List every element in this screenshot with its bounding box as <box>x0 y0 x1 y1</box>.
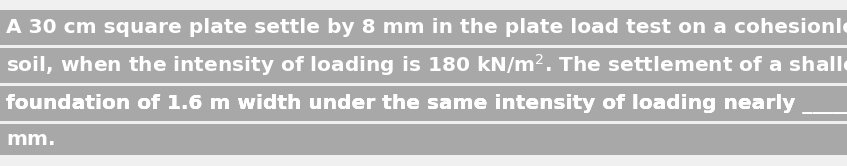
Text: A 30 cm square plate settle by 8 mm in the plate load test on a cohesionless: A 30 cm square plate settle by 8 mm in t… <box>6 18 847 37</box>
Text: foundation of 1.6 m width under the same intensity of loading nearly _________: foundation of 1.6 m width under the same… <box>6 93 847 114</box>
Bar <box>0 10 847 45</box>
Bar <box>0 86 847 121</box>
Text: foundation of 1.6 m width under the same intensity of loading nearly: foundation of 1.6 m width under the same… <box>6 94 802 113</box>
Bar <box>0 86 847 121</box>
Text: mm.: mm. <box>6 130 56 149</box>
Text: soil, when the intensity of loading is 180 kN/m$^2$. The settlement of a shallow: soil, when the intensity of loading is 1… <box>6 53 847 79</box>
Bar <box>0 48 847 83</box>
Bar <box>0 124 847 155</box>
Text: foundation of 1.6 m width under the same intensity of loading nearly _________: foundation of 1.6 m width under the same… <box>6 93 847 114</box>
